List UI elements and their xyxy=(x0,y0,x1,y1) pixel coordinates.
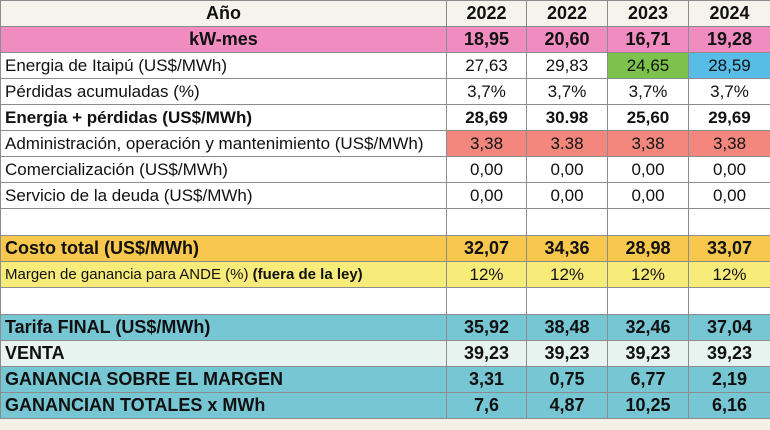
row-label: Administración, operación y mantenimient… xyxy=(0,130,447,157)
cell-value: 38,48 xyxy=(526,314,608,341)
cell-value: 7,6 xyxy=(446,392,527,419)
row-label: Comercialización (US$/MWh) xyxy=(0,156,447,183)
year-header: 2022 xyxy=(446,0,527,27)
cell-value: 0,00 xyxy=(446,156,527,183)
cell-value: 0,00 xyxy=(607,182,689,209)
sale-row: VENTA 39,23 39,23 39,23 39,23 xyxy=(0,340,770,367)
cell-value: 28,69 xyxy=(446,104,527,131)
empty-cell xyxy=(607,208,689,236)
cell-value: 0,00 xyxy=(607,156,689,183)
cell-value: 39,23 xyxy=(526,340,608,367)
year-header: 2022 xyxy=(526,0,608,27)
cell-value: 25,60 xyxy=(607,104,689,131)
cell-value: 3,7% xyxy=(446,78,527,105)
itaipu-energy-row: Energia de Itaipú (US$/MWh) 27,63 29,83 … xyxy=(0,52,770,79)
row-label: Servicio de la deuda (US$/MWh) xyxy=(0,182,447,209)
empty-cell xyxy=(0,208,447,236)
row-label: Pérdidas acumuladas (%) xyxy=(0,78,447,105)
cell-value: 6,77 xyxy=(607,366,689,393)
cell-value: 28,98 xyxy=(607,235,689,262)
cell-value-highlight-blue: 28,59 xyxy=(688,52,770,79)
cell-value: 37,04 xyxy=(688,314,770,341)
year-header: 2023 xyxy=(607,0,689,27)
empty-cell xyxy=(0,287,447,315)
row-label: VENTA xyxy=(0,340,447,367)
cell-value: 0,75 xyxy=(526,366,608,393)
cell-value: 3,7% xyxy=(688,78,770,105)
cell-value: 39,23 xyxy=(446,340,527,367)
administration-row: Administración, operación y mantenimient… xyxy=(0,130,770,157)
cell-value: 20,60 xyxy=(526,26,608,53)
row-label: GANANCIA SOBRE EL MARGEN xyxy=(0,366,447,393)
cell-value-highlight-red: 3,38 xyxy=(688,130,770,157)
empty-cell xyxy=(688,208,770,236)
profit-margin-row: Margen de ganancia para ANDE (%) (fuera … xyxy=(0,261,770,288)
final-tariff-row: Tarifa FINAL (US$/MWh) 35,92 38,48 32,46… xyxy=(0,314,770,341)
kw-mes-row: kW-mes 18,95 20,60 16,71 19,28 xyxy=(0,26,770,53)
row-label: GANANCIAN TOTALES x MWh xyxy=(0,392,447,419)
cell-value: 39,23 xyxy=(607,340,689,367)
debt-service-row: Servicio de la deuda (US$/MWh) 0,00 0,00… xyxy=(0,182,770,209)
cell-value: 12% xyxy=(446,261,527,288)
cell-value-highlight-green: 24,65 xyxy=(607,52,689,79)
empty-cell xyxy=(607,287,689,315)
cell-value: 6,16 xyxy=(688,392,770,419)
empty-cell xyxy=(526,287,608,315)
tariff-table: Año 2022 2022 2023 2024 kW-mes 18,95 20,… xyxy=(0,0,770,419)
cell-value: 10,25 xyxy=(607,392,689,419)
header-label: Año xyxy=(0,0,447,27)
cell-value: 16,71 xyxy=(607,26,689,53)
cell-value: 12% xyxy=(526,261,608,288)
cell-value-highlight-red: 3,38 xyxy=(446,130,527,157)
cell-value: 0,00 xyxy=(526,182,608,209)
cell-value: 33,07 xyxy=(688,235,770,262)
cell-value: 4,87 xyxy=(526,392,608,419)
margin-profit-row: GANANCIA SOBRE EL MARGEN 3,31 0,75 6,77 … xyxy=(0,366,770,393)
cell-value: 18,95 xyxy=(446,26,527,53)
cell-value: 27,63 xyxy=(446,52,527,79)
row-label: Energia + pérdidas (US$/MWh) xyxy=(0,104,447,131)
empty-cell xyxy=(688,287,770,315)
cell-value: 0,00 xyxy=(446,182,527,209)
row-label: kW-mes xyxy=(0,26,447,53)
cell-value: 32,07 xyxy=(446,235,527,262)
cell-value: 0,00 xyxy=(688,156,770,183)
row-label-text: Margen de ganancia para ANDE (%) xyxy=(5,266,253,283)
cell-value: 19,28 xyxy=(688,26,770,53)
total-profit-row: GANANCIAN TOTALES x MWh 7,6 4,87 10,25 6… xyxy=(0,392,770,419)
cell-value: 0,00 xyxy=(526,156,608,183)
empty-cell xyxy=(446,287,527,315)
row-label: Tarifa FINAL (US$/MWh) xyxy=(0,314,447,341)
energy-plus-losses-row: Energia + pérdidas (US$/MWh) 28,69 30.98… xyxy=(0,104,770,131)
cell-value: 2,19 xyxy=(688,366,770,393)
cell-value: 3,7% xyxy=(526,78,608,105)
cell-value: 32,46 xyxy=(607,314,689,341)
cell-value: 39,23 xyxy=(688,340,770,367)
header-row: Año 2022 2022 2023 2024 xyxy=(0,0,770,27)
cell-value: 35,92 xyxy=(446,314,527,341)
row-label: Margen de ganancia para ANDE (%) (fuera … xyxy=(0,261,447,288)
row-label: Energia de Itaipú (US$/MWh) xyxy=(0,52,447,79)
cell-value-highlight-red: 3,38 xyxy=(607,130,689,157)
cell-value: 12% xyxy=(688,261,770,288)
blank-row xyxy=(0,287,770,315)
cell-value: 34,36 xyxy=(526,235,608,262)
blank-row xyxy=(0,208,770,236)
cell-value: 29,83 xyxy=(526,52,608,79)
cell-value: 3,31 xyxy=(446,366,527,393)
empty-cell xyxy=(526,208,608,236)
total-cost-row: Costo total (US$/MWh) 32,07 34,36 28,98 … xyxy=(0,235,770,262)
row-label-emphasis: (fuera de la ley) xyxy=(252,266,363,283)
cell-value-highlight-red: 3.38 xyxy=(526,130,608,157)
empty-cell xyxy=(446,208,527,236)
cell-value: 0,00 xyxy=(688,182,770,209)
cell-value: 29,69 xyxy=(688,104,770,131)
cell-value: 12% xyxy=(607,261,689,288)
year-header: 2024 xyxy=(688,0,770,27)
row-label: Costo total (US$/MWh) xyxy=(0,235,447,262)
commercialization-row: Comercialización (US$/MWh) 0,00 0,00 0,0… xyxy=(0,156,770,183)
cell-value: 30.98 xyxy=(526,104,608,131)
losses-row: Pérdidas acumuladas (%) 3,7% 3,7% 3,7% 3… xyxy=(0,78,770,105)
cell-value: 3,7% xyxy=(607,78,689,105)
